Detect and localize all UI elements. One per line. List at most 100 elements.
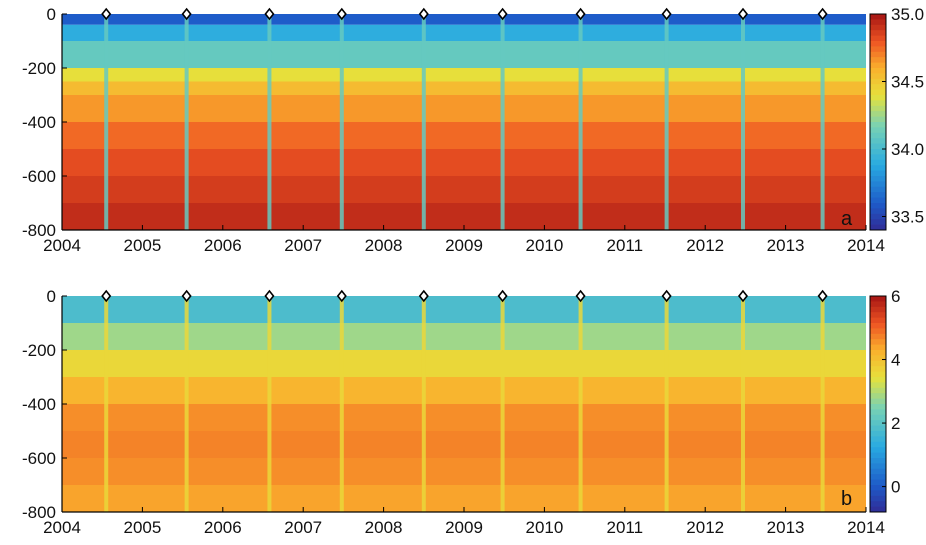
annual-markers: [101, 289, 828, 512]
colorbar-segment-8: [870, 339, 886, 346]
colorbar-tick-label-1: 34.5: [891, 73, 924, 92]
colorbar-segment-30: [870, 458, 886, 464]
y-tick-label-1: -200: [22, 341, 56, 360]
x-tick-label-9: 2013: [767, 518, 805, 537]
colorbar: 35.0 34.5 34.0 33.5: [869, 5, 924, 231]
colorbar-segment-19: [870, 116, 886, 123]
colorbar-tick-label-0: 6: [891, 287, 900, 306]
profile-column-6: [578, 296, 583, 512]
profile-column-0: [104, 14, 109, 230]
colorbar-frame: [869, 13, 887, 231]
x-tick-label-0: 2004: [43, 236, 81, 255]
colorbar-segment-0: [870, 296, 886, 302]
x-tick-label-6: 2010: [525, 236, 563, 255]
colorbar-segment-9: [870, 344, 886, 351]
x-tick-label-1: 2005: [123, 236, 161, 255]
colorbar-segment-15: [870, 95, 886, 101]
marker-diamond-5: [497, 7, 508, 21]
colorbar-tick-label-1: 4: [891, 351, 900, 370]
x-tick-label-6: 2010: [525, 518, 563, 537]
marker-diamond-7: [661, 289, 672, 303]
colorbar-segment-7: [870, 333, 886, 340]
x-tick-label-10: 2014: [847, 236, 885, 255]
heatmap-band-7: [62, 149, 866, 176]
x-tick-label-9: 2013: [767, 236, 805, 255]
profile-column-8: [740, 296, 745, 512]
colorbar-segment-5: [870, 323, 886, 329]
x-tick-label-8: 2012: [686, 518, 724, 537]
colorbar-segment-16: [870, 382, 886, 389]
profile-column-5: [500, 14, 505, 230]
colorbar-segment-11: [870, 355, 886, 362]
x-tick-label-2: 2006: [204, 236, 242, 255]
profile-column-7: [664, 14, 669, 230]
panel-label: a: [841, 208, 853, 230]
colorbar-segment-26: [870, 436, 886, 443]
y-tick-label-2: -400: [22, 395, 56, 414]
x-tick-label-7: 2011: [607, 236, 644, 255]
profile-column-4: [421, 296, 426, 512]
colorbar-segment-14: [870, 371, 886, 378]
profile-column-3: [339, 14, 344, 230]
y-tick-label-0: 0: [47, 5, 56, 24]
colorbar-segment-30: [870, 176, 886, 182]
colorbar-segment-1: [870, 301, 886, 308]
profile-column-6: [578, 14, 583, 230]
x-tick-label-3: 2007: [284, 518, 322, 537]
profile-column-8: [740, 14, 745, 230]
colorbar-segment-20: [870, 122, 886, 128]
colorbar-segment-1: [870, 19, 886, 26]
x-tick-label-10: 2014: [847, 518, 885, 537]
x-tick-label-5: 2009: [445, 518, 483, 537]
heatmap-band-2: [62, 350, 866, 377]
x-tick-label-4: 2008: [365, 518, 403, 537]
heatmap-band-8: [62, 176, 866, 203]
colorbar-segment-20: [870, 404, 886, 410]
colorbar-segment-28: [870, 447, 886, 454]
marker-diamond-4: [418, 289, 429, 303]
profile-column-5: [500, 296, 505, 512]
heatmap-band-1: [62, 24, 866, 41]
colorbar-segment-5: [870, 41, 886, 47]
colorbar-segment-29: [870, 170, 886, 177]
colorbar-tick-label-2: 2: [891, 414, 900, 433]
profile-column-2: [267, 14, 272, 230]
y-tick-labels: 0 -200 -400 -600 -800: [22, 5, 67, 240]
colorbar-tick-label-2: 34.0: [891, 140, 924, 159]
x-tick-label-1: 2005: [123, 518, 161, 537]
heatmap-band-5: [62, 431, 866, 458]
colorbar-segment-11: [870, 73, 886, 80]
colorbar-segment-18: [870, 393, 886, 400]
y-tick-label-3: -600: [22, 167, 56, 186]
colorbar-segment-25: [870, 149, 886, 155]
colorbar-segment-34: [870, 197, 886, 204]
marker-diamond-7: [661, 7, 672, 21]
colorbar-segment-33: [870, 474, 886, 481]
colorbar-segment-12: [870, 360, 886, 367]
colorbar-segment-31: [870, 463, 886, 470]
marker-diamond-2: [264, 7, 275, 21]
profile-column-3: [339, 296, 344, 512]
marker-diamond-0: [101, 289, 112, 303]
colorbar-segment-37: [870, 495, 886, 502]
x-tick-label-0: 2004: [43, 518, 81, 537]
colorbar-segment-2: [870, 306, 886, 313]
profile-column-1: [184, 14, 189, 230]
marker-diamond-2: [264, 289, 275, 303]
colorbar-segment-14: [870, 89, 886, 96]
colorbar-segment-4: [870, 317, 886, 324]
marker-diamond-3: [336, 289, 347, 303]
y-tick-label-4: -800: [22, 503, 56, 522]
heatmap-band-1: [62, 323, 866, 350]
marker-diamond-6: [575, 289, 586, 303]
colorbar: 6 4 2 0: [869, 287, 900, 513]
heatmap-band-4: [62, 81, 866, 95]
heatmap-band-3: [62, 68, 866, 82]
colorbar-segment-22: [870, 132, 886, 139]
colorbar-segment-15: [870, 377, 886, 383]
colorbar-frame: [869, 295, 887, 513]
profile-column-9: [820, 14, 825, 230]
colorbar-segment-6: [870, 46, 886, 53]
